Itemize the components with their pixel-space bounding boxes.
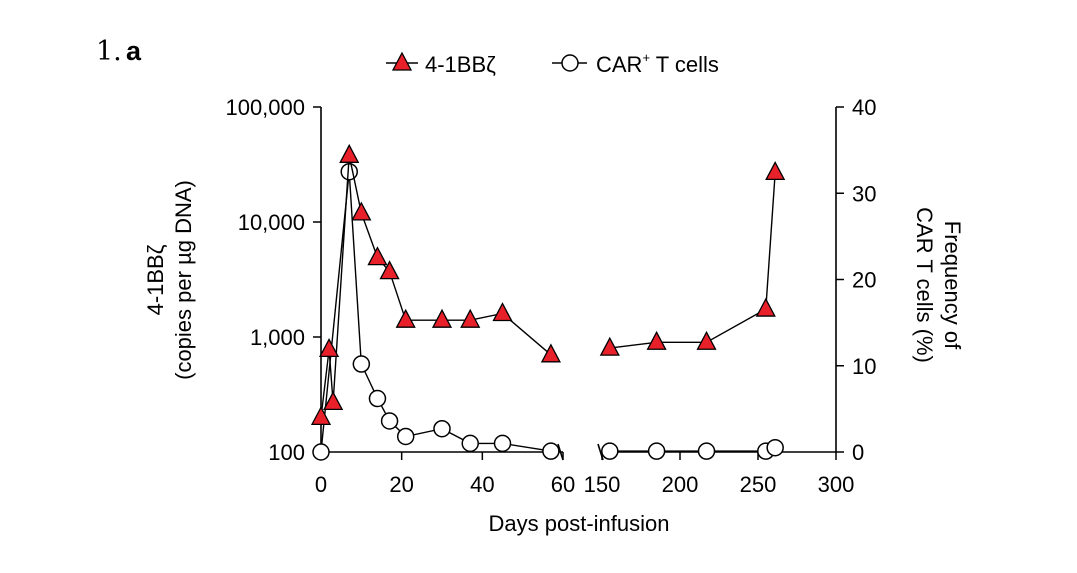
series-car-t-line-2 [609,447,776,452]
series-41bbz-point [351,201,372,221]
series-41bbz-point [599,336,620,356]
legend-label-41bbz: 4-1BBζ [425,52,496,77]
series-car-t-point [697,442,716,460]
legend: 4-1BBζ CAR+ T cells [386,50,719,77]
series-car-t-point [461,434,479,453]
series-car-t-point [493,434,512,453]
series-41bbz-point [367,246,388,266]
right-y-axis-title: Frequency of CAR T cells (%) [912,207,965,363]
x-tick-label: 0 [315,472,327,497]
left-y-tick-label: 100,000 [225,95,305,120]
series-car-t-point [542,442,560,460]
right-y-tick-label: 0 [852,440,864,465]
series-car-t-line-1 [320,171,552,453]
right-y-tick-label: 20 [852,268,876,293]
left-y-tick-label: 100 [268,440,305,465]
series-car-t-point [340,162,358,181]
right-y-tick-label: 30 [852,181,876,206]
panel-number: 1. [96,36,122,67]
series-car-t-point [396,427,415,446]
panel-letter: a [126,36,142,66]
series-41bbz-point [765,161,786,181]
series-41bbz-point [379,260,400,280]
right-y-tick-label: 40 [852,95,876,120]
x-tick-label: 150 [584,472,621,497]
plot-area [310,143,786,461]
left-y-axis-title-line2: (copies per µg DNA) [171,180,196,380]
x-tick-label: 250 [740,472,777,497]
legend-marker-car-t [561,54,579,72]
x-tick-label: 300 [818,472,855,497]
series-41bbz-point [323,391,344,411]
series-41bbz-point [395,308,416,328]
legend-label-car-t: CAR+ T cells [596,50,719,77]
series-41bbz-point [318,338,340,358]
series-41bbz-line-1 [320,155,552,418]
x-tick-label: 200 [662,472,699,497]
series-41bbz-point [460,308,481,328]
series-car-t-point [601,442,619,460]
right-y-tick-label: 10 [852,354,876,379]
left-y-axis-title-line1: 4-1BBζ [143,244,168,315]
series-car-t-point [647,442,666,460]
series-41bbz-point [431,308,453,328]
series-41bbz-point [696,330,717,350]
series-41bbz-point [755,297,776,317]
series-car-t-point [352,355,371,373]
axis-break-mark [557,443,564,461]
left-y-axis-title: 4-1BBζ (copies per µg DNA) [143,180,196,380]
x-tick-label: 60 [551,472,575,497]
x-axis-title: Days post-infusion [489,511,670,536]
legend-marker-41bbz [391,51,413,71]
series-car-t-point [312,443,330,461]
series-41bbz-point [646,330,667,350]
series-car-t-point [368,389,387,408]
ticks-group: 100 1,000 10,000 100,000 0 10 20 30 40 0 20 40 60 150… [225,95,876,497]
x-tick-label: 40 [470,472,494,497]
left-y-tick-label: 10,000 [238,210,305,235]
series-41bbz-line-2 [609,172,776,349]
x-tick-label: 20 [389,472,413,497]
series-car-t-point [766,438,784,457]
series-41bbz-point [540,343,561,363]
series-41bbz-point [310,405,332,426]
series-car-t-point [433,419,451,438]
left-y-tick-label: 1,000 [250,325,305,350]
series-car-t-point [380,412,399,430]
series-41bbz-point [339,143,360,163]
right-y-axis-title-line2: CAR T cells (%) [912,207,937,363]
right-y-axis-title-line1: Frequency of [940,221,965,350]
series-41bbz-point [492,302,513,322]
